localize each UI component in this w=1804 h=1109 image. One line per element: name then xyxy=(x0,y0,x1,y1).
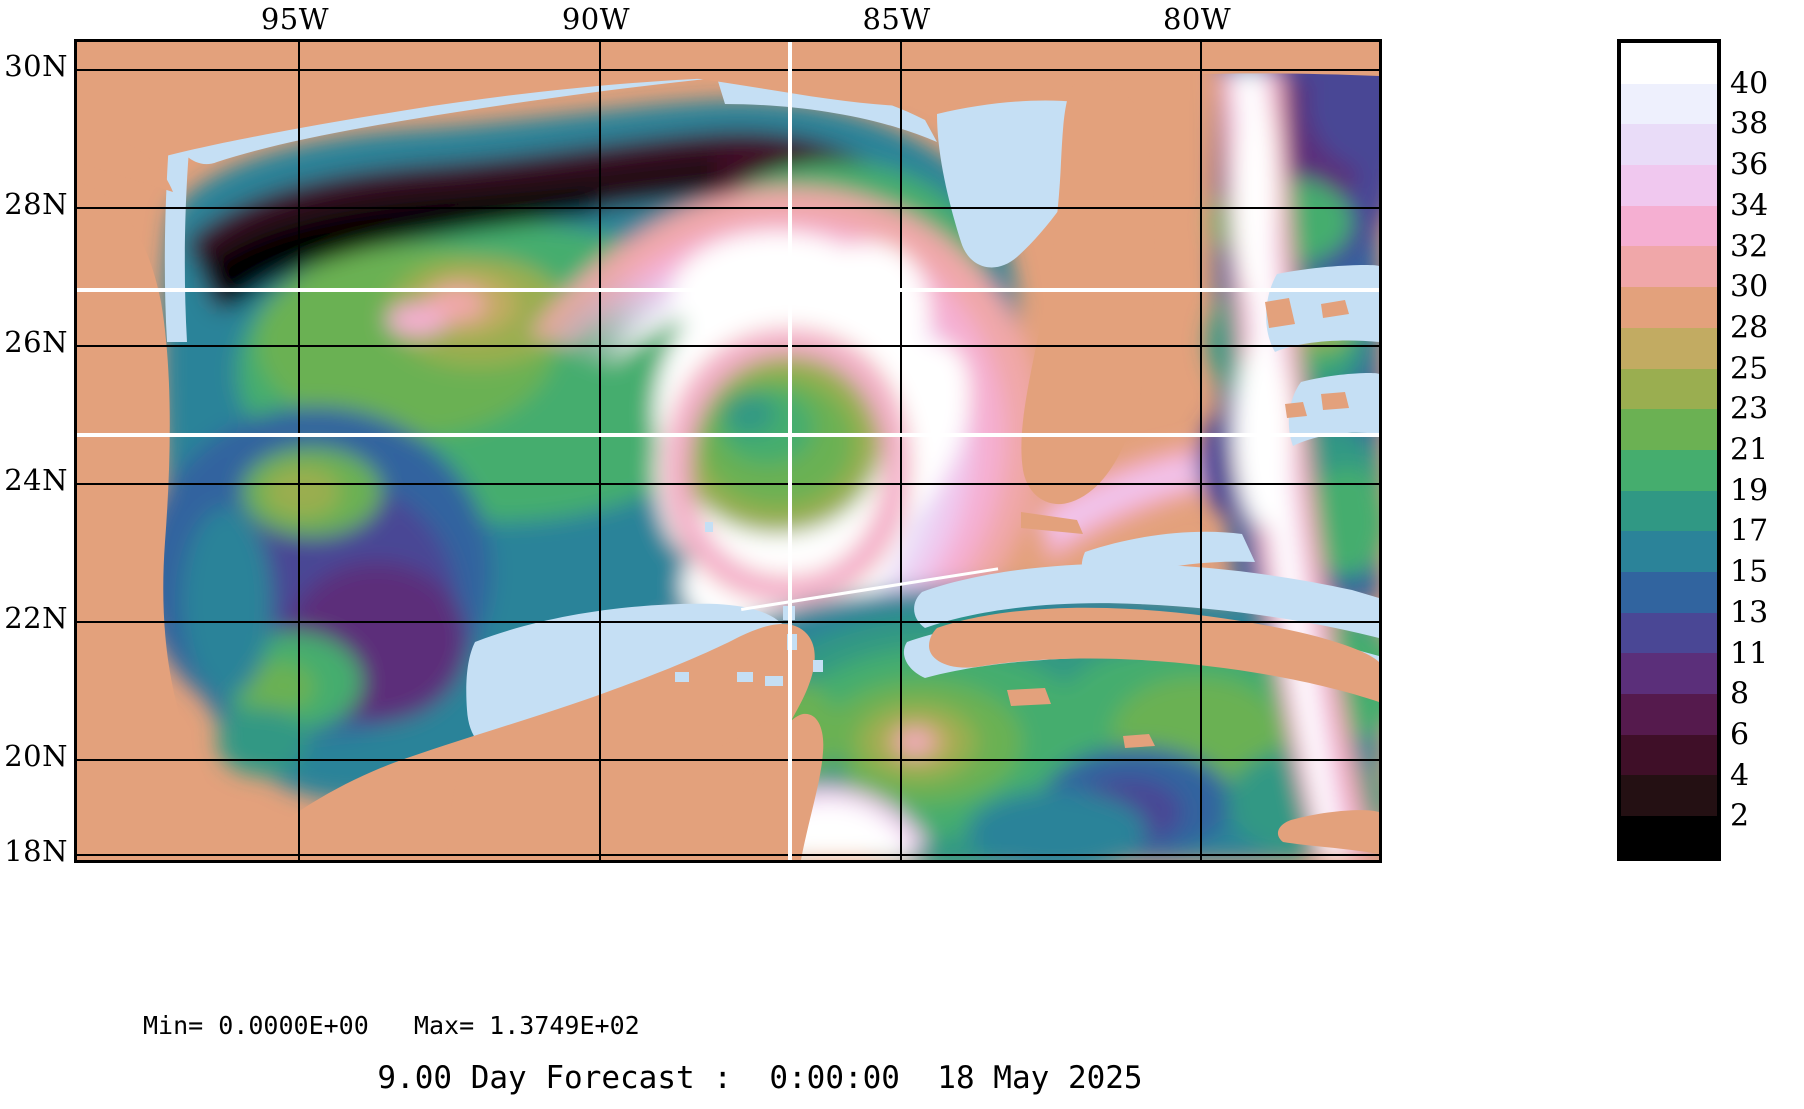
colorbar-tick-21: 21 xyxy=(1730,432,1769,468)
colorbar-tick-30: 30 xyxy=(1730,269,1769,305)
colorbar-tick-32: 32 xyxy=(1730,229,1769,264)
longitude-tick-95w: 95W xyxy=(260,2,330,36)
colorbar-tick-15: 15 xyxy=(1730,554,1769,590)
colorbar-tick-23: 23 xyxy=(1730,391,1769,427)
colorbar-band-1 xyxy=(1621,83,1717,125)
latitude-tick-20n: 20N xyxy=(4,738,68,773)
colorbar-band-6 xyxy=(1621,287,1717,328)
colorbar-band-4 xyxy=(1621,205,1717,247)
colorbar-band-8 xyxy=(1621,368,1717,410)
minmax-readout: Min= 0.0000E+00 Max= 1.3749E+02 xyxy=(143,1011,640,1040)
colorbar-tick-19: 19 xyxy=(1730,473,1769,509)
colorbar-band-17 xyxy=(1621,734,1717,776)
map-canvas xyxy=(77,42,1379,860)
colorbar-tick-13: 13 xyxy=(1730,595,1769,631)
colorbar-band-18 xyxy=(1621,775,1717,817)
latitude-tick-26n: 26N xyxy=(4,324,68,359)
longitude-tick-80w: 80W xyxy=(1162,2,1232,36)
longitude-tick-90w: 90W xyxy=(561,2,631,36)
colorbar-band-19 xyxy=(1621,816,1717,857)
colorbar-tick-36: 36 xyxy=(1730,147,1769,183)
colorbar-band-3 xyxy=(1621,165,1717,206)
latitude-tick-24n: 24N xyxy=(4,463,68,498)
colorbar-band-15 xyxy=(1621,653,1717,694)
colorbar-tick-11: 11 xyxy=(1730,636,1769,671)
colorbar-band-11 xyxy=(1621,490,1717,532)
colorbar-band-0 xyxy=(1621,43,1717,84)
colorbar-tick-34: 34 xyxy=(1730,188,1769,224)
colorbar-tick-25: 25 xyxy=(1730,351,1769,387)
colorbar[interactable] xyxy=(1617,39,1721,861)
colorbar-tick-28: 28 xyxy=(1730,310,1769,346)
colorbar-tick-2: 2 xyxy=(1730,798,1750,834)
longitude-tick-85w: 85W xyxy=(862,2,931,36)
forecast-title: 9.00 Day Forecast : 0:00:00 18 May 2025 xyxy=(377,1060,1143,1096)
colorbar-band-5 xyxy=(1621,246,1717,288)
latitude-tick-22n: 22N xyxy=(4,600,68,635)
latitude-tick-28n: 28N xyxy=(4,187,68,222)
colorbar-band-10 xyxy=(1621,449,1717,491)
colorbar-band-9 xyxy=(1621,409,1717,450)
ocean-field-heatmap xyxy=(77,42,1379,860)
map-plot-area[interactable] xyxy=(74,39,1382,863)
colorbar-band-7 xyxy=(1621,327,1717,369)
colorbar-band-13 xyxy=(1621,571,1717,613)
colorbar-tick-6: 6 xyxy=(1730,717,1750,753)
colorbar-tick-4: 4 xyxy=(1730,758,1750,794)
colorbar-tick-38: 38 xyxy=(1730,106,1769,142)
colorbar-band-16 xyxy=(1621,694,1717,735)
latitude-tick-30n: 30N xyxy=(4,48,68,83)
colorbar-tick-40: 40 xyxy=(1730,66,1769,102)
latitude-tick-18n: 18N xyxy=(4,834,68,869)
colorbar-tick-8: 8 xyxy=(1730,676,1750,712)
colorbar-band-12 xyxy=(1621,531,1717,572)
colorbar-band-14 xyxy=(1621,612,1717,654)
colorbar-tick-labels: 40 38 36 34 32 30 28 25 23 21 19 17 15 13 11 8 6 4 2 xyxy=(1730,39,1804,861)
colorbar-band-2 xyxy=(1621,124,1717,166)
colorbar-tick-17: 17 xyxy=(1730,513,1769,549)
